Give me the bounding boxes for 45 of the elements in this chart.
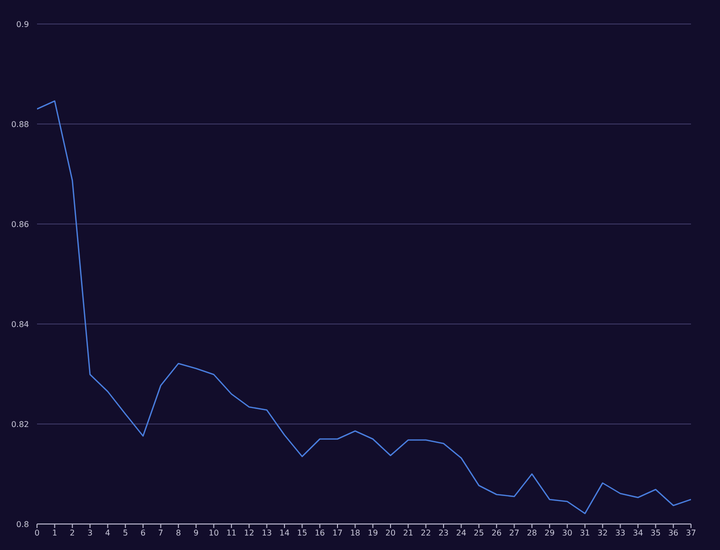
y-tick-label: 0.86: [11, 220, 29, 229]
x-tick-label: 32: [598, 528, 608, 538]
x-tick-label: 36: [668, 528, 678, 538]
x-tick-label: 0: [34, 528, 40, 538]
y-tick-label: 0.88: [11, 120, 29, 129]
x-tick-label: 23: [438, 528, 449, 538]
y-tick-label: 0.82: [11, 420, 29, 429]
x-tick-label: 30: [562, 528, 572, 538]
x-tick-label: 16: [314, 528, 325, 538]
y-tick-label: 0.84: [11, 320, 29, 329]
x-tick-label: 19: [368, 528, 378, 538]
x-tick-label: 1: [52, 528, 58, 538]
x-tick-label: 20: [385, 528, 396, 538]
x-tick-label: 11: [226, 528, 237, 538]
x-tick-label: 3: [87, 528, 93, 538]
x-tick-label: 21: [403, 528, 414, 538]
x-tick-label: 24: [456, 528, 466, 538]
x-tick-label: 31: [580, 528, 590, 538]
x-tick-label: 26: [491, 528, 502, 538]
x-tick-label: 17: [332, 528, 343, 538]
x-tick-label: 29: [544, 528, 555, 538]
line-series: [37, 100, 691, 514]
x-tick-label: 7: [158, 528, 164, 538]
x-tick-label: 33: [615, 528, 626, 538]
x-tick-label: 27: [509, 528, 520, 538]
x-tick-label: 5: [122, 528, 128, 538]
x-tick-label: 9: [194, 528, 199, 538]
x-tick-label: 4: [105, 528, 110, 538]
x-tick-label: 10: [208, 528, 219, 538]
x-tick-label: 18: [350, 528, 360, 538]
x-tick-label: 6: [140, 528, 146, 538]
x-tick-label: 13: [262, 528, 272, 538]
x-tick-label: 15: [297, 528, 308, 538]
y-tick-label: 0.8: [16, 520, 29, 529]
x-tick-label: 28: [526, 528, 538, 538]
x-tick-label: 37: [686, 528, 696, 538]
x-tick-label: 25: [474, 528, 484, 538]
x-tick-label: 34: [632, 528, 644, 538]
x-tick-label: 8: [176, 528, 181, 538]
x-tick-label: 14: [279, 528, 290, 538]
x-tick-label: 2: [70, 528, 75, 538]
x-tick-label: 35: [650, 528, 661, 538]
x-tick-label: 12: [244, 528, 254, 538]
x-tick-label: 22: [420, 528, 431, 538]
y-tick-label: 0.9: [16, 20, 29, 29]
